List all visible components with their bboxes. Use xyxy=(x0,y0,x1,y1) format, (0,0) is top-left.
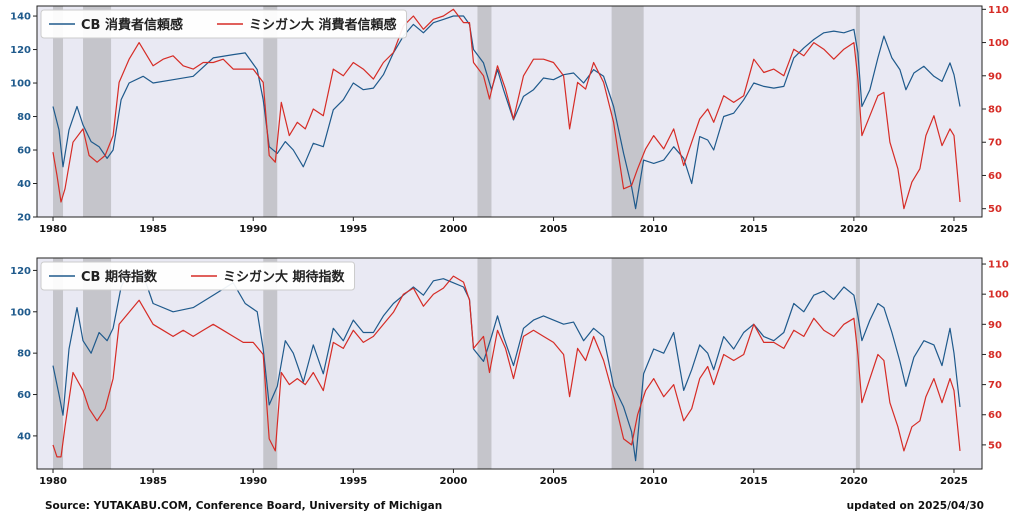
y-left-tick-label: 120 xyxy=(10,45,31,56)
x-tick-label: 1980 xyxy=(39,476,67,487)
recession-band xyxy=(855,6,860,217)
x-tick-label: 1995 xyxy=(339,224,367,235)
y-left-tick-label: 20 xyxy=(17,213,31,224)
legend-label: ミシガン大 消費者信頼感 xyxy=(249,17,397,33)
y-left-tick-label: 120 xyxy=(10,266,31,277)
y-left-tick-label: 100 xyxy=(10,307,31,318)
x-tick-label: 2020 xyxy=(840,224,868,235)
plot-frame xyxy=(36,5,983,218)
x-tick-label: 2005 xyxy=(540,224,568,235)
series-line-michigan xyxy=(52,275,961,458)
x-tick-label: 2020 xyxy=(840,476,868,487)
legend: CB 消費者信頼感 ミシガン大 消費者信頼感 xyxy=(40,9,408,39)
y-right-tick-label: 50 xyxy=(988,440,1002,451)
recession-band xyxy=(53,6,64,217)
y-right-tick-label: 70 xyxy=(988,138,1002,149)
y-left-tick-label: 40 xyxy=(17,431,31,442)
legend-label: CB 期待指数 xyxy=(81,269,158,285)
y-right-tick-label: 90 xyxy=(988,320,1002,331)
legend: CB 期待指数 ミシガン大 期待指数 xyxy=(40,261,356,291)
plot-area xyxy=(37,6,982,217)
x-tick-label: 2025 xyxy=(940,476,968,487)
y-left-tick-label: 80 xyxy=(17,112,31,123)
y-right-tick-label: 110 xyxy=(988,260,1009,271)
x-tick-label: 1985 xyxy=(139,476,167,487)
y-left-tick-label: 100 xyxy=(10,79,31,90)
y-left-tick-label: 40 xyxy=(17,179,31,190)
y-left-tick-label: 80 xyxy=(17,349,31,360)
x-tick-label: 2000 xyxy=(440,476,468,487)
x-tick-label: 1985 xyxy=(139,224,167,235)
recession-band xyxy=(263,258,278,469)
x-tick-label: 2025 xyxy=(940,224,968,235)
y-left-tick-label: 60 xyxy=(17,390,31,401)
recession-band xyxy=(611,6,644,217)
x-tick-label: 1980 xyxy=(39,224,67,235)
series-line-cb xyxy=(52,15,961,210)
chart-panel-1: 1980 1985 1990 1995 2000 2005 2010 2015 2020 2025… xyxy=(10,5,1009,235)
recession-band xyxy=(855,258,860,469)
x-tick-label: 2015 xyxy=(740,224,768,235)
recession-band xyxy=(477,6,492,217)
x-tick-label: 2005 xyxy=(540,476,568,487)
updated-note: updated on 2025/04/30 xyxy=(846,500,984,512)
y-right-tick-label: 50 xyxy=(988,204,1002,215)
y-left-tick-label: 140 xyxy=(10,12,31,23)
x-tick-label: 1990 xyxy=(239,476,267,487)
x-tick-label: 2010 xyxy=(640,476,668,487)
recession-band xyxy=(263,6,278,217)
y-right-tick-label: 110 xyxy=(988,5,1009,16)
source-note: Source: YUTAKABU.COM, Conference Board, … xyxy=(45,500,443,512)
x-tick-label: 1990 xyxy=(239,224,267,235)
y-right-tick-label: 100 xyxy=(988,38,1009,49)
y-right-tick-label: 100 xyxy=(988,290,1009,301)
x-tick-label: 2010 xyxy=(640,224,668,235)
plot-frame xyxy=(36,257,983,470)
chart-panel-2: 1980 1985 1990 1995 2000 2005 2010 2015 2020 2025… xyxy=(10,257,1009,487)
y-right-tick-label: 60 xyxy=(988,171,1002,182)
recession-band xyxy=(53,258,64,469)
series-line-michigan xyxy=(52,8,961,210)
y-right-tick-label: 80 xyxy=(988,105,1002,116)
y-right-tick-label: 70 xyxy=(988,380,1002,391)
legend-label: CB 消費者信頼感 xyxy=(81,17,183,33)
recession-band xyxy=(83,6,112,217)
recession-band xyxy=(83,258,112,469)
legend-label: ミシガン大 期待指数 xyxy=(223,269,346,285)
x-tick-label: 1995 xyxy=(339,476,367,487)
recession-band xyxy=(477,258,492,469)
x-tick-label: 2015 xyxy=(740,476,768,487)
y-right-tick-label: 60 xyxy=(988,410,1002,421)
y-right-tick-label: 80 xyxy=(988,350,1002,361)
recession-band xyxy=(611,258,644,469)
y-right-tick-label: 90 xyxy=(988,71,1002,82)
y-left-tick-label: 60 xyxy=(17,146,31,157)
x-tick-label: 2000 xyxy=(440,224,468,235)
